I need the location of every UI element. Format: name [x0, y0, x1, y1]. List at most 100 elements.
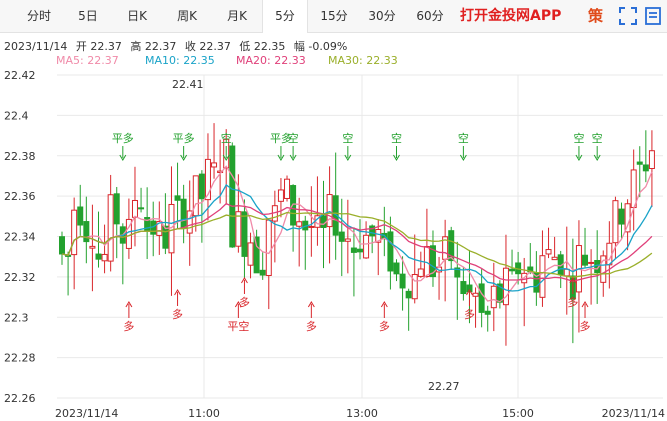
sell-signal-arrowhead	[459, 154, 467, 161]
sell-signal-arrowhead	[575, 154, 583, 161]
candle-body	[539, 255, 546, 298]
tab-15min[interactable]: 15分	[320, 9, 348, 23]
tab-daily-k[interactable]: 日K	[127, 9, 147, 23]
candle-body	[89, 245, 96, 249]
candle-body	[284, 178, 291, 199]
sell-signal-label: 平多	[112, 131, 134, 145]
open-app-link[interactable]: 打开金投网APP	[460, 8, 562, 24]
high-annotation: 22.41	[172, 78, 204, 91]
tab-5day[interactable]: 5日	[78, 9, 98, 23]
buy-signal-arrowhead	[234, 301, 242, 308]
x-tick-label: 2023/11/14	[602, 407, 665, 420]
buy-signal-label: 多	[172, 307, 183, 321]
candle-body	[180, 198, 187, 228]
candle-body	[332, 195, 339, 236]
strategy-button[interactable]: 策	[588, 7, 604, 25]
info-high: 高 22.37	[130, 40, 177, 53]
tab-intraday[interactable]: 分时	[26, 9, 51, 23]
candle-body	[174, 195, 181, 201]
y-tick-label: 22.42	[4, 69, 36, 82]
candle-body	[277, 189, 284, 202]
candle-body	[144, 217, 151, 231]
buy-signal-arrowhead	[307, 301, 315, 308]
tab-monthly-k[interactable]: 月K	[227, 9, 247, 23]
tab-weekly-k[interactable]: 周K	[177, 9, 197, 23]
tab-30min[interactable]: 30分	[368, 9, 396, 23]
info-low: 低 22.35	[239, 40, 286, 53]
candle-body	[217, 170, 224, 174]
candle-body	[460, 281, 467, 295]
candle-body	[448, 230, 455, 262]
y-tick-label: 22.26	[4, 392, 36, 405]
candle-body	[417, 268, 424, 277]
candle-body	[211, 162, 218, 168]
candle-body	[375, 229, 382, 243]
candle-body	[545, 249, 552, 255]
buy-signal-arrowhead	[466, 289, 473, 296]
sell-signal-label: 空	[391, 131, 402, 145]
candle-body	[138, 207, 145, 210]
sell-signal-arrowhead	[222, 154, 230, 161]
candle-body	[320, 215, 327, 228]
candle-body	[600, 255, 607, 283]
candle-body	[247, 242, 254, 266]
ma-line-30	[61, 211, 653, 278]
candle-body	[241, 211, 248, 257]
candle-body	[192, 175, 199, 217]
candle-body	[131, 199, 138, 218]
candle-body	[624, 203, 631, 233]
candle-body	[642, 164, 649, 172]
sell-signal-label: 平多	[270, 131, 292, 145]
fullscreen-icon[interactable]	[619, 7, 637, 25]
y-tick-label: 22.32	[4, 271, 36, 284]
candle-body	[168, 203, 175, 254]
buy-signal-arrowhead	[581, 301, 589, 308]
candle-body	[290, 185, 297, 226]
low-annotation: 22.27	[428, 380, 460, 393]
x-tick-label: 2023/11/14	[55, 407, 118, 420]
candle-body	[399, 273, 406, 289]
sell-signal-arrowhead	[393, 154, 400, 161]
buy-signal-arrowhead	[125, 301, 133, 308]
y-tick-label: 22.28	[4, 352, 36, 365]
info-close: 收 22.37	[184, 40, 231, 53]
candle-body	[472, 292, 479, 297]
sell-signal-arrowhead	[119, 154, 127, 161]
ma10-legend: MA10: 22.35	[145, 54, 215, 67]
tab-60min[interactable]: 60分	[416, 9, 444, 23]
candle-body	[630, 169, 637, 209]
y-tick-label: 22.38	[4, 150, 36, 163]
y-tick-label: 22.4	[4, 109, 29, 122]
ma30-legend: MA30: 22.33	[328, 54, 398, 67]
sell-signal-arrowhead	[180, 154, 188, 161]
buy-signal-label: 多	[123, 319, 134, 333]
candle-body	[308, 225, 315, 228]
sell-signal-arrowhead	[344, 154, 352, 161]
candle-body	[588, 261, 595, 264]
buy-signal-label: 多	[580, 319, 591, 333]
candle-body	[204, 158, 211, 201]
candle-body	[490, 285, 497, 309]
candle-body	[582, 254, 589, 266]
sell-signal-arrowhead	[277, 154, 285, 161]
info-change: 幅 -0.09%	[293, 40, 348, 53]
candle-body	[95, 253, 102, 260]
candle-body	[235, 211, 242, 247]
candle-body	[113, 193, 120, 225]
sell-signal-arrowhead	[289, 154, 297, 161]
ma20-legend: MA20: 22.33	[236, 54, 306, 67]
candle-body	[502, 267, 509, 306]
candle-body	[618, 208, 625, 225]
candle-body	[107, 194, 114, 262]
candle-body	[253, 236, 260, 274]
buy-signal-arrowhead	[174, 289, 181, 296]
sell-signal-arrowhead	[593, 154, 601, 161]
info-open: 开 22.37	[75, 40, 122, 53]
buy-signal-label: 多	[306, 319, 317, 333]
candle-body	[357, 248, 363, 253]
tab-5min[interactable]: 5分	[262, 0, 308, 33]
candle-body	[198, 173, 205, 200]
buy-signal-label: 多	[464, 307, 475, 321]
more-icon[interactable]	[645, 7, 661, 25]
